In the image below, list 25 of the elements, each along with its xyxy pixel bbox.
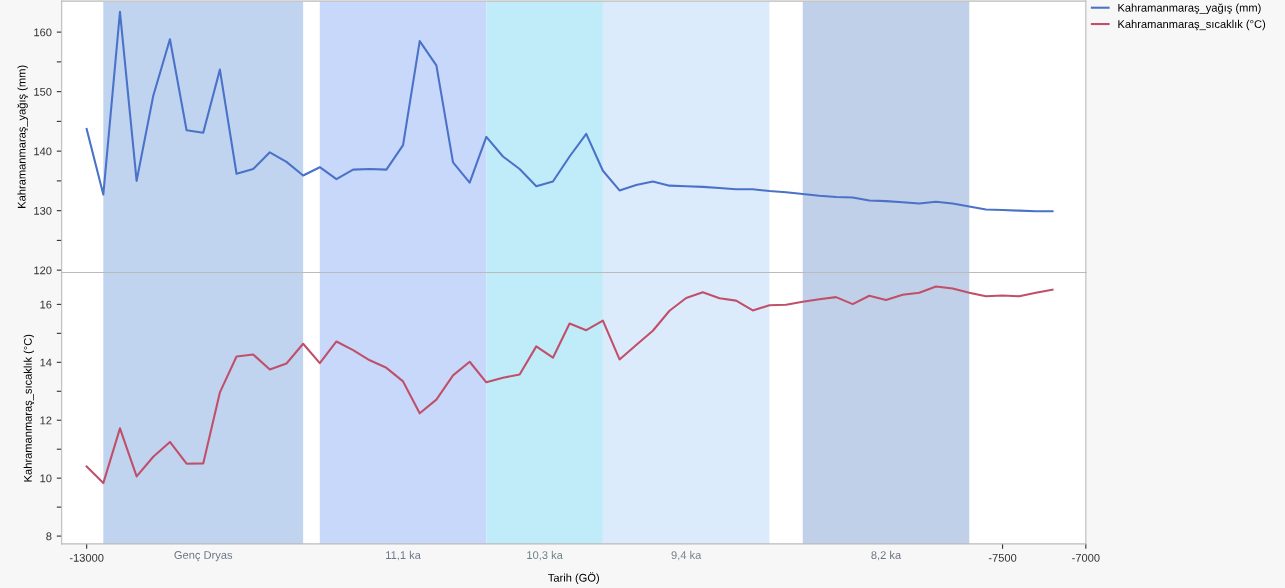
x-tick-label: -7500 [988, 553, 1017, 562]
y-tick-label: 10 [40, 474, 52, 483]
y-tick-label: 120 [34, 266, 52, 275]
band-label: 9,4 ka [671, 550, 702, 561]
legend-label: Kahramanmaraş_sıcaklık (°C) [1118, 19, 1266, 31]
band-label: 11,1 ka [386, 550, 421, 561]
legend-label: Kahramanmaraş_yağış (mm) [1118, 3, 1261, 14]
y-tick-label: 16 [40, 300, 52, 309]
x-tick-label: -7000 [1072, 553, 1100, 562]
y-tick-label: 8 [46, 532, 52, 541]
y-tick-label: 14 [40, 358, 52, 367]
y-tick-label: 150 [34, 87, 52, 96]
line-series [85, 10, 1054, 213]
y-tick-label: 12 [40, 416, 52, 425]
band-label: 10,3 ka [527, 550, 563, 561]
band-label: 8,2 ka [871, 550, 902, 561]
line-series [85, 285, 1054, 485]
band-label: Genç Dryas [174, 551, 233, 562]
x-axis-title: Tarih (GÖ) [548, 572, 599, 584]
y-axis-title: Kahramanmaraş_sıcaklık (°C) [23, 334, 35, 482]
y-tick-label: 140 [34, 147, 52, 156]
y-tick-label: 130 [34, 206, 52, 215]
y-tick-label: 160 [34, 28, 52, 37]
y-axis-title: Kahramanmaraş_yağış (mm) [17, 65, 28, 208]
x-tick-label: -13000 [69, 553, 104, 562]
